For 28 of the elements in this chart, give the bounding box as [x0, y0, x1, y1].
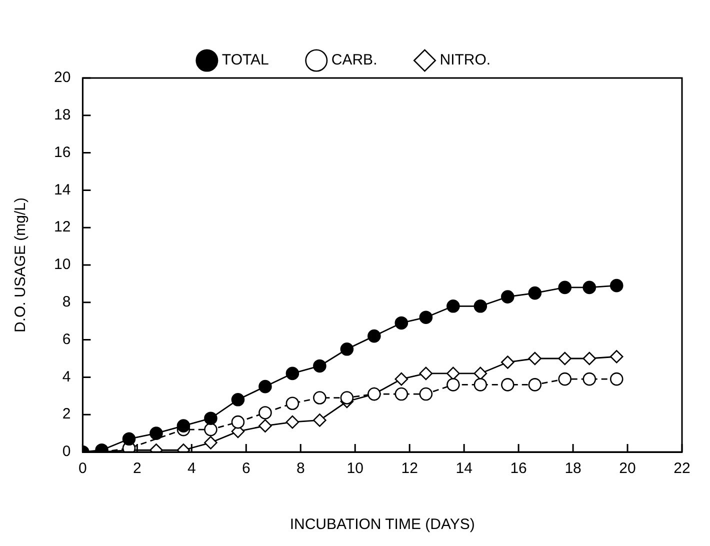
- x-tick-label: 6: [242, 460, 250, 478]
- y-tick-label: 18: [54, 106, 71, 124]
- x-tick-label: 12: [401, 460, 418, 478]
- legend-label: NITRO.: [440, 52, 491, 69]
- x-tick-label: 4: [187, 460, 196, 478]
- x-tick-label: 18: [564, 460, 582, 478]
- y-tick-label: 12: [54, 218, 71, 236]
- y-tick-label: 14: [54, 181, 71, 198]
- y-tick-label: 0: [62, 443, 71, 460]
- y-tick-label: 2: [62, 406, 71, 423]
- y-tick-label: 4: [62, 368, 71, 386]
- x-tick-label: 22: [674, 460, 690, 478]
- y-tick-label: 6: [62, 330, 71, 348]
- x-tick-label: 2: [132, 460, 142, 478]
- y-tick-label: 20: [54, 69, 71, 86]
- x-tick-label: 0: [78, 460, 87, 478]
- y-tick-label: 8: [62, 294, 71, 311]
- x-tick-label: 8: [296, 460, 305, 478]
- legend-label: CARB.: [331, 52, 378, 69]
- x-tick-label: 20: [619, 460, 636, 478]
- y-tick-label: 16: [54, 144, 71, 161]
- y-tick-label: 10: [54, 256, 71, 274]
- legend-label: TOTAL: [222, 52, 269, 69]
- x-tick-label: 16: [510, 460, 527, 478]
- y-axis-title: D.O. USAGE (mg/L): [12, 197, 30, 333]
- x-tick-label: 10: [346, 460, 364, 478]
- x-axis-title: INCUBATION TIME (DAYS): [290, 516, 475, 534]
- x-tick-label: 14: [456, 460, 472, 478]
